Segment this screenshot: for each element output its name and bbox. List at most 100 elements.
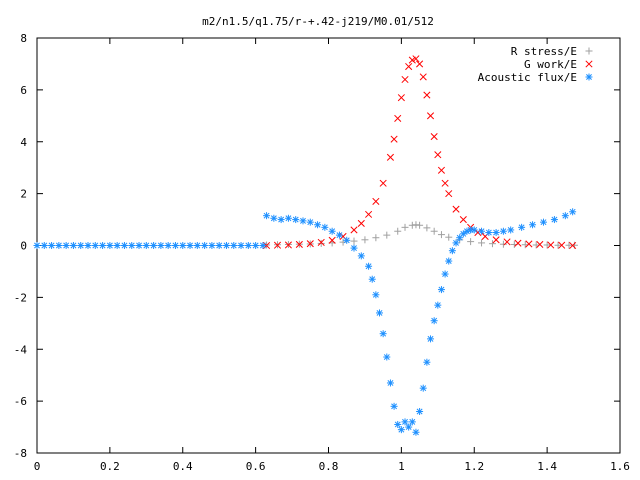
legend-marker — [585, 47, 593, 55]
data-point — [186, 242, 194, 249]
data-point — [328, 227, 336, 235]
data-point — [350, 237, 358, 245]
data-point — [394, 227, 402, 235]
data-point — [383, 353, 391, 361]
data-point — [408, 418, 416, 426]
legend-label: R stress/E — [511, 45, 577, 58]
data-point — [448, 247, 456, 255]
data-point — [434, 301, 442, 309]
series-layer — [33, 55, 578, 436]
x-tick-label: 0.8 — [319, 460, 339, 473]
data-point — [430, 317, 438, 325]
data-point — [394, 420, 402, 428]
y-tick-label: 2 — [20, 188, 27, 201]
data-point — [237, 242, 245, 249]
data-point — [372, 291, 380, 299]
data-point — [412, 221, 420, 229]
y-tick-label: -2 — [14, 291, 27, 304]
data-point — [423, 224, 431, 232]
data-point — [539, 218, 547, 226]
data-point — [412, 55, 420, 63]
axis-ticks — [36, 37, 621, 454]
data-point — [135, 242, 143, 249]
data-point — [401, 418, 409, 426]
data-point — [317, 239, 325, 247]
data-point — [33, 242, 41, 249]
data-point — [499, 227, 507, 235]
data-point — [390, 135, 398, 143]
data-point — [419, 73, 427, 81]
data-point — [441, 270, 449, 278]
data-point — [426, 112, 435, 120]
data-point — [171, 242, 179, 249]
data-point — [416, 408, 424, 415]
data-point — [193, 242, 201, 249]
x-tick-label: 1.4 — [537, 460, 557, 473]
data-point — [328, 236, 336, 244]
data-point — [343, 236, 351, 244]
legend-label: G work/E — [524, 58, 577, 71]
series-2 — [263, 55, 577, 250]
data-point — [529, 221, 537, 229]
data-point — [77, 242, 85, 249]
data-point — [376, 309, 384, 317]
data-point — [128, 242, 136, 249]
data-point — [317, 238, 325, 246]
data-point — [554, 241, 562, 249]
data-point — [99, 242, 107, 249]
data-point — [263, 212, 271, 220]
data-point — [106, 242, 114, 249]
data-point — [55, 242, 63, 249]
data-point — [507, 226, 515, 234]
data-point — [437, 231, 445, 239]
data-point — [113, 242, 121, 249]
x-tick-label: 0.4 — [173, 460, 193, 473]
data-point — [230, 242, 238, 249]
data-point — [372, 197, 380, 205]
data-point — [416, 60, 424, 68]
y-tick-label: -4 — [14, 343, 28, 356]
data-point — [306, 240, 314, 248]
data-point — [419, 384, 427, 392]
data-point — [478, 227, 486, 235]
data-point — [543, 241, 551, 249]
data-point — [292, 216, 300, 224]
data-point — [386, 153, 394, 161]
data-point — [394, 114, 402, 122]
data-point — [335, 231, 343, 239]
data-point — [150, 242, 158, 249]
data-point — [273, 241, 282, 249]
data-point — [284, 241, 292, 249]
data-point — [383, 231, 391, 239]
data-point — [386, 379, 394, 387]
data-point — [321, 223, 329, 231]
data-point — [445, 257, 453, 265]
data-point — [40, 242, 48, 249]
data-point — [62, 242, 70, 249]
data-point — [492, 229, 500, 237]
data-point — [532, 241, 540, 249]
legend-marker — [585, 73, 593, 81]
data-point — [372, 234, 380, 242]
data-point — [430, 133, 438, 141]
data-point — [547, 241, 555, 249]
data-point — [179, 242, 187, 249]
data-point — [84, 242, 92, 249]
y-tick-label: 0 — [20, 240, 27, 253]
data-point — [569, 241, 577, 250]
data-point — [485, 229, 493, 237]
data-point — [561, 212, 569, 220]
data-point — [503, 238, 511, 246]
y-tick-label: 8 — [20, 32, 27, 45]
y-tick-label: -8 — [14, 447, 27, 460]
x-tick-label: 0.2 — [100, 460, 120, 473]
data-point — [492, 236, 500, 244]
x-tick-label: 1 — [398, 460, 405, 473]
data-point — [459, 230, 467, 238]
data-point — [270, 214, 278, 222]
x-tick-label: 1.6 — [610, 460, 630, 473]
data-point — [397, 426, 405, 434]
x-tick-labels: 0 0.2 0.4 0.6 0.8 1 1.2 1.4 1.6 — [34, 460, 630, 473]
